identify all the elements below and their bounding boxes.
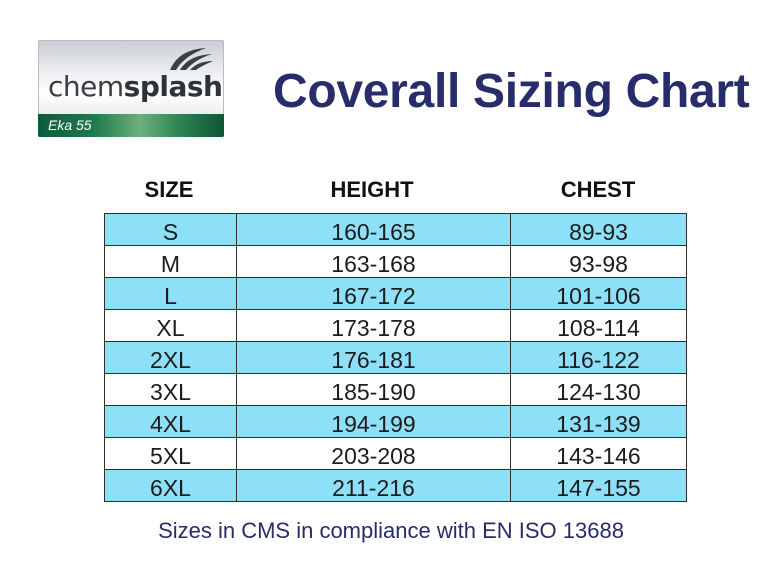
compliance-footnote: Sizes in CMS in compliance with EN ISO 1… xyxy=(158,518,624,543)
chemsplash-logo: chemsplash Eka 55 xyxy=(38,40,224,137)
height-cell: 185-190 xyxy=(236,373,511,406)
size-cell: 5XL xyxy=(104,437,237,470)
column-header-chest: CHEST xyxy=(560,177,636,202)
table-row: 3XL 185-190 124-130 xyxy=(104,373,687,406)
size-cell: M xyxy=(104,245,237,278)
page-title: Coverall Sizing Chart xyxy=(273,65,750,118)
size-cell: XL xyxy=(104,309,237,342)
height-cell: 167-172 xyxy=(236,277,511,310)
chest-cell: 116-122 xyxy=(510,341,687,374)
chest-cell: 124-130 xyxy=(510,373,687,406)
sizing-table: S 160-165 89-93 M 163-168 93-98 L 167-17… xyxy=(104,213,687,502)
logo-model-band: Eka 55 xyxy=(38,114,224,137)
table-row: 2XL 176-181 116-122 xyxy=(104,341,687,374)
table-row: M 163-168 93-98 xyxy=(104,245,687,278)
column-header-height: HEIGHT xyxy=(330,177,414,202)
table-row: L 167-172 101-106 xyxy=(104,277,687,310)
logo-brand-light: chem xyxy=(48,70,124,103)
size-cell: 2XL xyxy=(104,341,237,374)
height-cell: 211-216 xyxy=(236,469,511,502)
height-cell: 203-208 xyxy=(236,437,511,470)
chest-cell: 101-106 xyxy=(510,277,687,310)
size-cell: L xyxy=(104,277,237,310)
height-cell: 163-168 xyxy=(236,245,511,278)
chest-cell: 131-139 xyxy=(510,405,687,438)
size-cell: 4XL xyxy=(104,405,237,438)
height-cell: 176-181 xyxy=(236,341,511,374)
table-row: S 160-165 89-93 xyxy=(104,213,687,246)
table-row: 4XL 194-199 131-139 xyxy=(104,405,687,438)
chest-cell: 93-98 xyxy=(510,245,687,278)
chest-cell: 147-155 xyxy=(510,469,687,502)
size-cell: S xyxy=(104,213,237,246)
logo-brand-bold: splash xyxy=(123,70,223,103)
height-cell: 194-199 xyxy=(236,405,511,438)
chest-cell: 108-114 xyxy=(510,309,687,342)
height-cell: 160-165 xyxy=(236,213,511,246)
column-header-size: SIZE xyxy=(144,177,194,202)
table-row: 6XL 211-216 147-155 xyxy=(104,469,687,502)
chest-cell: 143-146 xyxy=(510,437,687,470)
table-row: 5XL 203-208 143-146 xyxy=(104,437,687,470)
size-cell: 6XL xyxy=(104,469,237,502)
height-cell: 173-178 xyxy=(236,309,511,342)
splash-swoosh-icon xyxy=(170,48,213,70)
logo-model-label: Eka 55 xyxy=(48,117,92,133)
chest-cell: 89-93 xyxy=(510,213,687,246)
size-cell: 3XL xyxy=(104,373,237,406)
logo-wordmark: chemsplash xyxy=(48,70,223,103)
table-row: XL 173-178 108-114 xyxy=(104,309,687,342)
